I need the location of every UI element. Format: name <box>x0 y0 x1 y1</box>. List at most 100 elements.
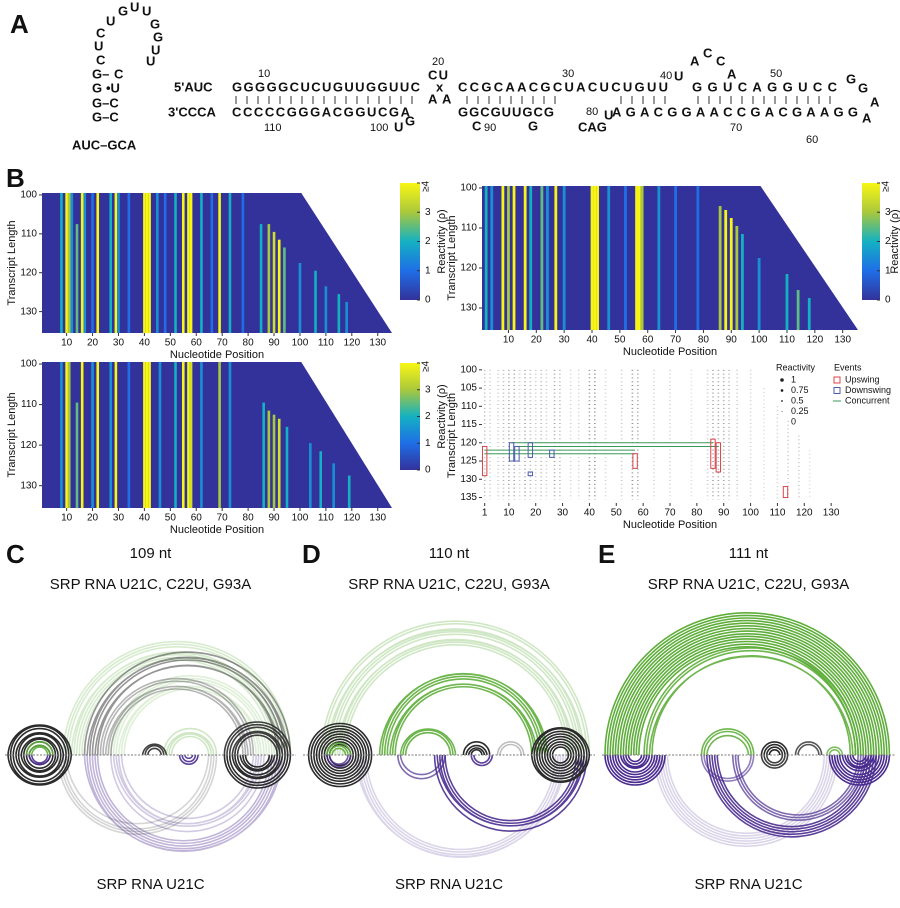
y-tick-label: 100 <box>460 364 477 375</box>
sequence-text: A <box>862 110 872 125</box>
panel-label: B <box>6 163 25 193</box>
position-label: 110 <box>264 122 282 134</box>
y-tick-label: 110 <box>461 401 477 412</box>
colorbar-title: Reactivity (ρ) <box>889 209 900 273</box>
helix-arcs <box>223 754 292 789</box>
heatmap-cell-column <box>562 186 566 330</box>
legend-label: 1 <box>791 374 796 384</box>
x-tick-label: 50 <box>165 338 177 349</box>
sequence-text: G <box>846 71 856 86</box>
panel-label: E <box>598 539 615 569</box>
helix-arcs <box>7 724 73 756</box>
colorbar-tick-label: ≥4 <box>421 361 432 372</box>
y-axis-title: Transcript Length <box>446 393 458 478</box>
sequence-text: x <box>436 79 444 94</box>
position-label: 40 <box>660 70 672 82</box>
sequence-text: A <box>442 91 452 106</box>
legend-label: 0.5 <box>791 395 804 405</box>
heatmap-cell-column <box>309 443 312 508</box>
x-tick-label: 90 <box>726 335 738 346</box>
heatmap-cell-column <box>80 362 84 508</box>
heatmap-cell-column <box>65 362 68 508</box>
panel-title: 110 nt <box>429 545 470 562</box>
heatmap-cell-column <box>529 186 533 330</box>
y-axis-title: Transcript Length <box>446 215 458 300</box>
x-tick-label: 100 <box>292 338 309 349</box>
helix-arcs <box>110 754 265 833</box>
heatmap-cell-column <box>285 426 289 508</box>
y-tick-label: 110 <box>21 399 37 410</box>
x-tick-label: 80 <box>698 335 710 346</box>
downswing-event <box>527 471 534 477</box>
legend-dot <box>781 411 783 412</box>
heatmap-cell-column <box>490 186 494 330</box>
y-tick-label: 130 <box>460 474 477 485</box>
x-tick-label: 110 <box>318 338 334 349</box>
x-axis-title: Nucleotide Position <box>170 524 264 536</box>
heatmap-cell-column <box>277 418 281 508</box>
pair-bars <box>232 96 835 104</box>
heatmap-cell-column <box>674 186 677 330</box>
helix-arcs <box>732 754 865 821</box>
helix-arcs <box>643 647 859 756</box>
heatmap-cell-column <box>210 193 214 333</box>
heatmap-cell-column <box>757 258 761 330</box>
x-tick-label: 50 <box>611 508 623 519</box>
heatmap-cell-column <box>187 193 190 333</box>
helix-arcs <box>700 728 755 756</box>
helix-arcs <box>83 754 284 853</box>
heatmap-cell-column <box>741 234 744 330</box>
heatmap-cell-column <box>148 193 151 333</box>
heatmap-cell-column <box>156 193 159 333</box>
heatmap-cell-column <box>67 193 71 333</box>
legend-label: 0.25 <box>791 406 809 416</box>
y-tick-label: 125 <box>460 456 477 467</box>
heatmap-cell-column <box>96 193 100 333</box>
helix-arcs <box>28 754 51 766</box>
upswing-event <box>782 486 789 499</box>
sequence-text: C <box>96 52 106 67</box>
downswing-event <box>508 442 515 462</box>
helix-arcs <box>320 620 591 756</box>
x-tick-label: 60 <box>642 335 654 346</box>
x-tick-label: 120 <box>796 508 813 519</box>
heatmap-cell-column <box>590 186 594 330</box>
legend-label: 0.75 <box>791 385 809 395</box>
x-tick-label: 30 <box>559 335 571 346</box>
colorbar-tick-label: ≥4 <box>421 181 432 192</box>
sequence-text: G– <box>92 66 109 81</box>
helix-arcs <box>653 754 838 848</box>
sequence-text: U <box>146 53 155 68</box>
position-label: 100 <box>370 122 388 134</box>
x-tick-label: 90 <box>268 513 280 524</box>
heatmap-cell-column <box>554 186 558 330</box>
helix-arcs <box>110 675 271 756</box>
x-tick-label: 40 <box>139 513 151 524</box>
heatmap-cell-column <box>228 362 232 508</box>
helix-arcs <box>826 746 844 756</box>
x-tick-label: 110 <box>769 508 785 519</box>
heatmap-cell-column <box>182 193 185 333</box>
legend-dot <box>780 389 784 392</box>
panel-bottom-title: SRP RNA U21C <box>395 876 503 893</box>
x-tick-label: 90 <box>718 508 730 519</box>
sequence-text: G <box>150 16 160 31</box>
legend-swatch <box>833 387 841 394</box>
heatmap-cell-column <box>127 193 131 333</box>
pair-bar <box>232 96 420 104</box>
heatmap-cell-column <box>593 186 597 330</box>
sequence-text: U <box>106 13 115 28</box>
y-tick-label: 110 <box>461 223 477 234</box>
x-axis-title: Nucleotide Position <box>623 519 717 531</box>
sequence-text: U <box>604 107 613 122</box>
sequence-text: U <box>394 119 403 134</box>
x-tick-label: 60 <box>638 508 650 519</box>
sequence-text: G <box>92 80 102 95</box>
heatmap-cell-column <box>729 218 733 330</box>
position-label: 10 <box>258 68 270 80</box>
colorbar-tick-label: 1 <box>425 438 431 449</box>
helix-arcs <box>496 741 525 756</box>
x-tick-label: 40 <box>586 335 598 346</box>
x-tick-label: 80 <box>243 513 255 524</box>
colorbar-tick-label: 2 <box>885 236 891 247</box>
